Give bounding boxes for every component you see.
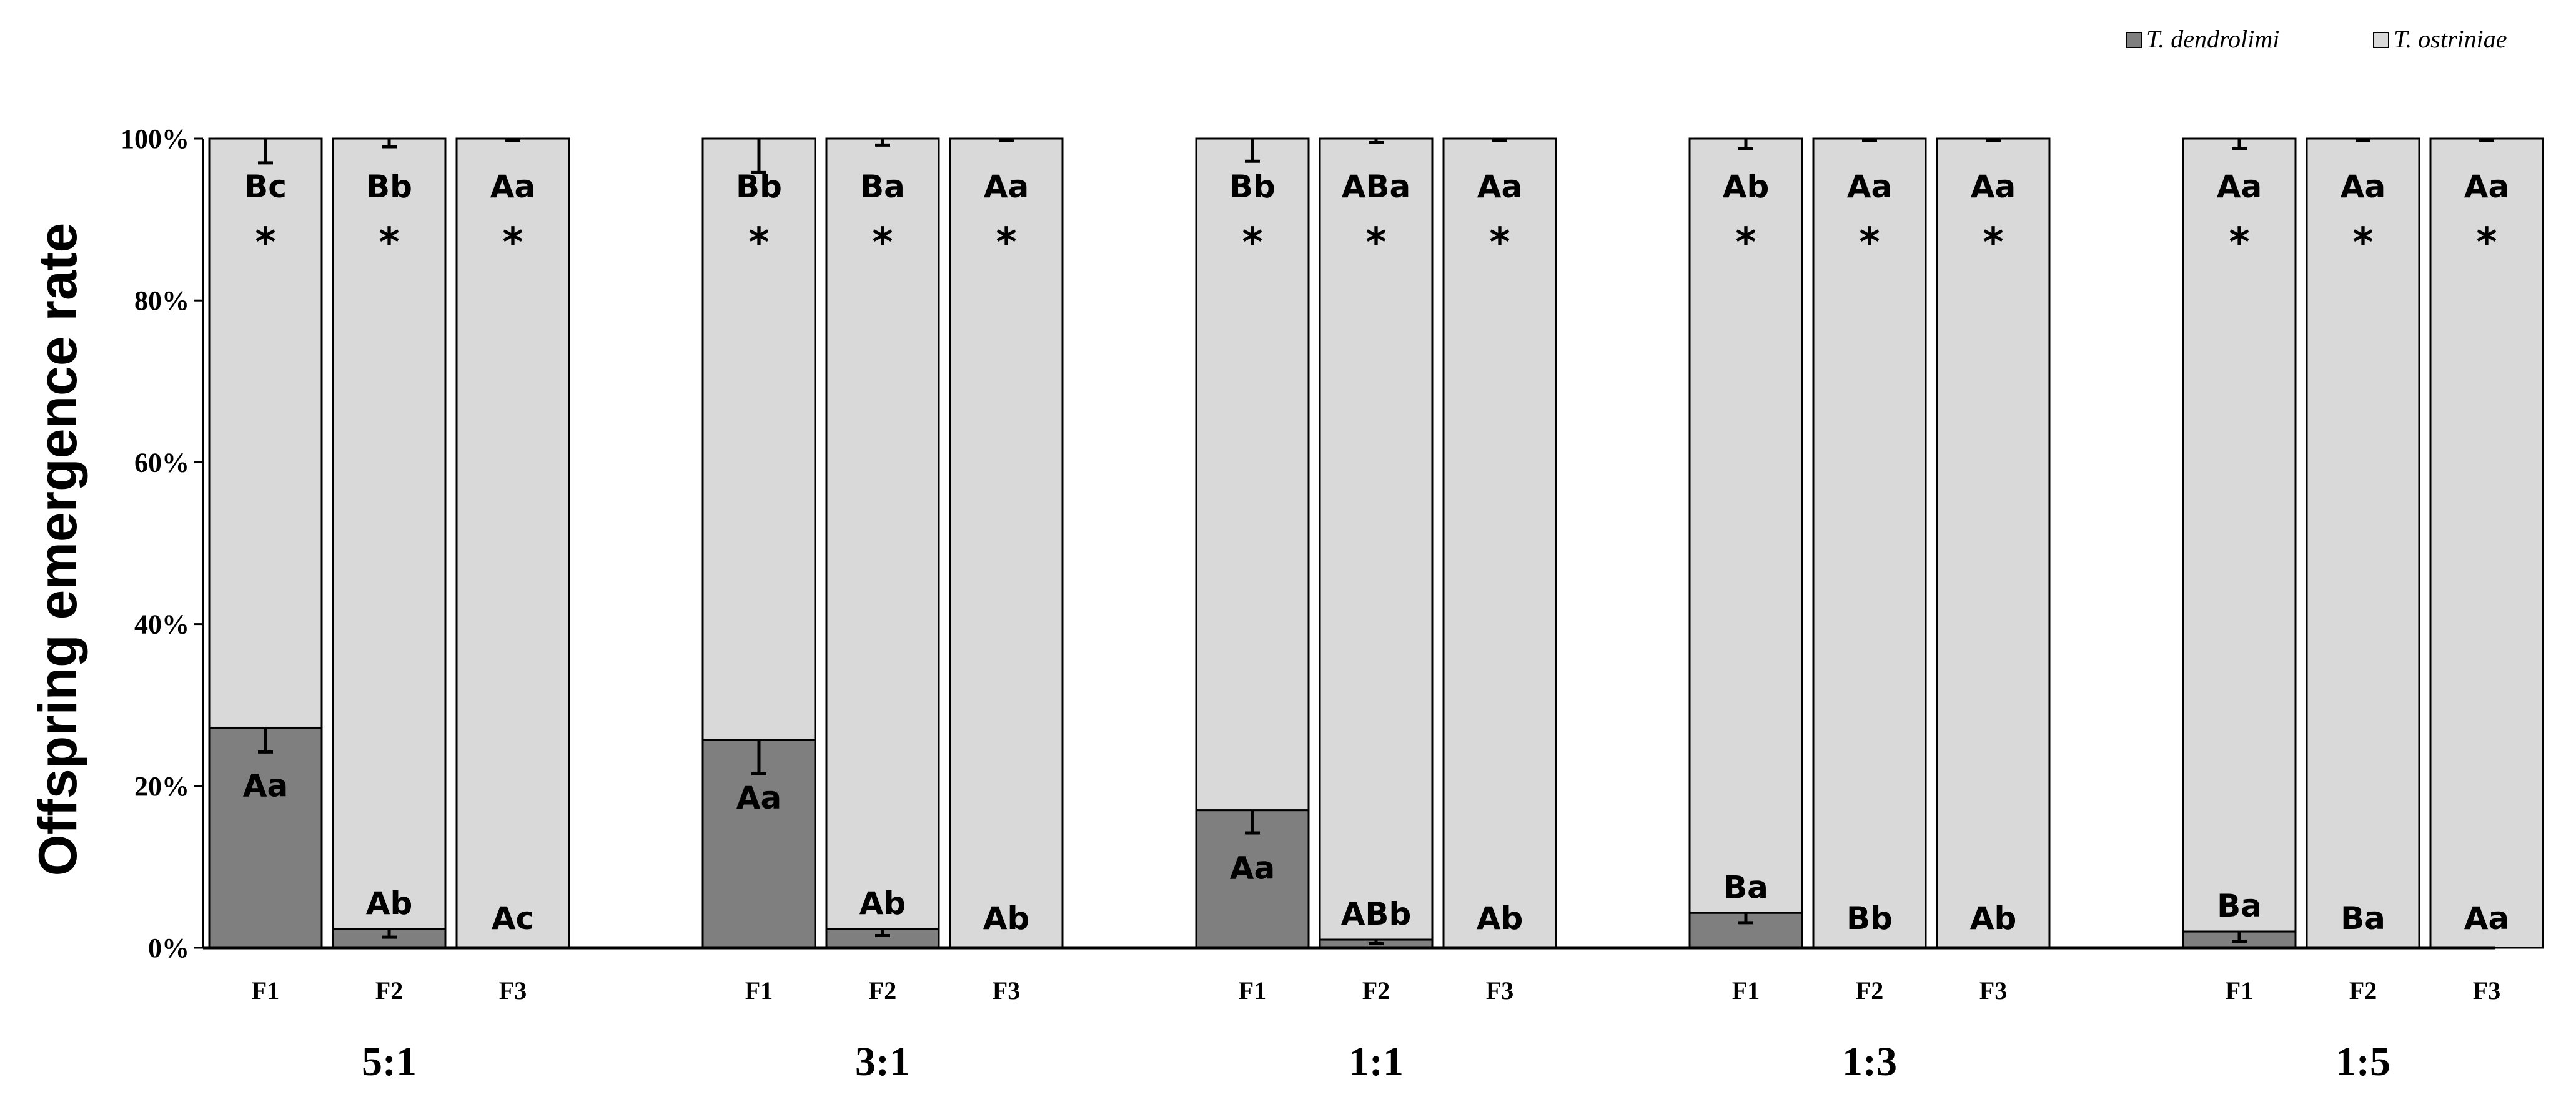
x-tick-label: F2 — [1362, 977, 1390, 1005]
dendrolimi-significance-letter: Ab — [983, 900, 1030, 937]
x-tick-label: F1 — [252, 977, 279, 1005]
bar-segment-dendrolimi — [208, 726, 323, 949]
group-label: 5:1 — [362, 1039, 417, 1085]
significance-star: * — [996, 220, 1016, 266]
x-tick-label: F3 — [1486, 977, 1513, 1005]
group-label: 1:1 — [1349, 1039, 1404, 1085]
bar-segment-ostriniae — [2429, 137, 2544, 949]
bar-segment-ostriniae — [949, 137, 1064, 949]
y-tick-label: 40% — [134, 609, 189, 640]
significance-star: * — [379, 220, 399, 266]
x-tick-label: F3 — [2473, 977, 2500, 1005]
significance-star: * — [748, 220, 769, 266]
group-labels: 5:1 3:1 1:1 1:3 1:5 — [362, 1039, 2390, 1085]
legend-swatch-ostriniae — [2373, 32, 2389, 48]
x-tick-label: F2 — [375, 977, 403, 1005]
ostriniae-significance-letter: Aa — [490, 169, 535, 205]
bar-segment-ostriniae — [825, 137, 940, 930]
group-label: 3:1 — [855, 1039, 910, 1085]
bar-segment-ostriniae — [2182, 137, 2297, 933]
dendrolimi-significance-letter: Aa — [2464, 900, 2509, 937]
ostriniae-significance-letter: Bb — [736, 169, 782, 205]
x-tick-label: F2 — [2349, 977, 2377, 1005]
ostriniae-significance-letter: Aa — [984, 169, 1029, 205]
x-tick-label: F1 — [1732, 977, 1760, 1005]
x-tick-label: F1 — [2226, 977, 2253, 1005]
ostriniae-significance-letter: Bc — [244, 169, 287, 205]
ostriniae-significance-letter: Ba — [860, 169, 905, 205]
y-tick-label: 60% — [134, 447, 189, 478]
significance-star: * — [255, 220, 275, 266]
significance-star: * — [1489, 220, 1510, 266]
ostriniae-significance-letter: Aa — [2464, 169, 2509, 205]
dendrolimi-significance-letter: Aa — [736, 780, 781, 816]
dendrolimi-significance-letter: Ac — [492, 900, 534, 937]
bar-segment-ostriniae — [701, 137, 816, 741]
dendrolimi-significance-letter: Aa — [1230, 850, 1275, 887]
y-tick-label: 80% — [134, 285, 189, 316]
x-tick-label: F3 — [499, 977, 527, 1005]
x-tick-label: F1 — [1239, 977, 1266, 1005]
legend-label-ostriniae: T. ostriniae — [2394, 25, 2507, 53]
ostriniae-significance-letter: Aa — [2341, 169, 2385, 205]
significance-star: * — [1242, 220, 1262, 266]
dendrolimi-significance-letter: Ab — [1477, 900, 1523, 937]
dendrolimi-significance-letter: Ab — [1970, 900, 2017, 937]
x-tick-label: F2 — [1856, 977, 1883, 1005]
bars: Bc * Aa Bb * Ab Aa * Ac Bb * Aa Ba * Ab Aa * Ab Bb * Aa ABa * A… — [208, 137, 2544, 949]
y-tick-label: 100% — [121, 124, 189, 154]
ostriniae-significance-letter: Aa — [1971, 169, 2016, 205]
bar-segment-ostriniae — [455, 137, 570, 949]
ostriniae-significance-letter: Aa — [1477, 169, 1522, 205]
group-label: 1:5 — [2336, 1039, 2390, 1085]
significance-star: * — [1735, 220, 1756, 266]
dendrolimi-significance-letter: Ba — [2217, 888, 2262, 924]
significance-star: * — [2352, 220, 2373, 266]
y-tick-label: 0% — [148, 933, 189, 963]
dendrolimi-significance-letter: Bb — [1846, 900, 1893, 937]
group-label: 1:3 — [1842, 1039, 1897, 1085]
significance-star: * — [2229, 220, 2249, 266]
ostriniae-significance-letter: Aa — [2217, 169, 2262, 205]
x-tick-label: F1 — [745, 977, 773, 1005]
x-tick-label: F2 — [869, 977, 896, 1005]
bar-segment-ostriniae — [1688, 137, 1803, 914]
significance-star: * — [1365, 220, 1386, 266]
ostriniae-significance-letter: Ab — [1723, 169, 1770, 205]
dendrolimi-significance-letter: ABb — [1341, 896, 1412, 932]
legend-swatch-dendrolimi — [2126, 32, 2142, 48]
significance-star: * — [1983, 220, 2003, 266]
dendrolimi-significance-letter: Aa — [243, 767, 288, 804]
dendrolimi-significance-letter: Ab — [366, 885, 413, 922]
ostriniae-significance-letter: Bb — [366, 169, 412, 205]
legend: T. dendrolimi T. ostriniae — [2126, 25, 2507, 53]
y-tick-label: 20% — [134, 771, 189, 802]
x-tick-label: F3 — [993, 977, 1020, 1005]
bar-segment-ostriniae — [1319, 137, 1434, 941]
bar-segment-ostriniae — [1812, 137, 1927, 949]
legend-label-dendrolimi: T. dendrolimi — [2146, 25, 2279, 53]
bar-segment-ostriniae — [332, 137, 447, 930]
y-axis-title: Offspring emergence rate — [28, 223, 88, 877]
significance-star: * — [2476, 220, 2497, 266]
dendrolimi-significance-letter: Ba — [2341, 900, 2385, 937]
significance-star: * — [872, 220, 893, 266]
dendrolimi-significance-letter: Ba — [1723, 869, 1768, 905]
ostriniae-significance-letter: Bb — [1229, 169, 1276, 205]
ostriniae-significance-letter: Aa — [1847, 169, 1892, 205]
x-tick-label: F3 — [1979, 977, 2007, 1005]
significance-star: * — [502, 220, 523, 266]
bar-segment-ostriniae — [1442, 137, 1557, 949]
dendrolimi-significance-letter: Ab — [859, 885, 906, 922]
x-axis: F1 F2 F3 F1 F2 F3 F1 F2 F3 F1 F2 F3 F1 F2 F3 — [203, 946, 2500, 1005]
ostriniae-significance-letter: ABa — [1342, 169, 1411, 205]
y-axis: 0% 20% 40% 60% 80% 100% — [121, 124, 204, 963]
significance-star: * — [1859, 220, 1880, 266]
